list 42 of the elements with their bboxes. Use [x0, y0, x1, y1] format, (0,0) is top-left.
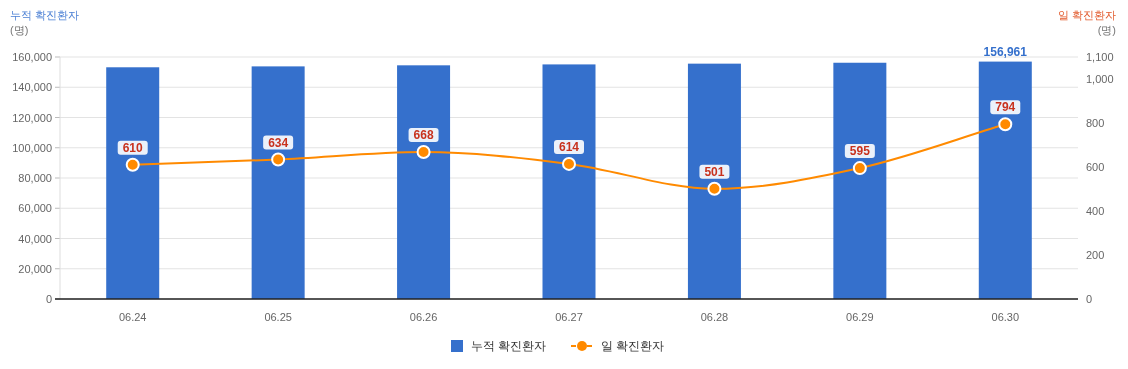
y-tick-label: 20,000 — [18, 262, 52, 275]
data-label: 634 — [268, 135, 289, 150]
x-tick-label: 06.27 — [555, 311, 583, 323]
x-tick-label: 06.30 — [991, 311, 1020, 323]
y-tick-label: 40,000 — [18, 232, 52, 245]
y-tick-label: 60,000 — [18, 202, 52, 215]
x-tick-label: 06.29 — [846, 311, 874, 323]
point — [271, 152, 286, 167]
y2-tick-label: 0 — [1086, 293, 1093, 305]
point — [125, 157, 140, 172]
y-tick-label: 140,000 — [12, 81, 52, 94]
y2-tick-label: 600 — [1086, 161, 1105, 173]
data-label: 595 — [849, 144, 871, 159]
x-tick-label: 06.25 — [264, 311, 292, 323]
legend-label: 누적 확진환자 — [471, 339, 547, 353]
x-tick-label: 06.28 — [700, 311, 729, 323]
data-label: 610 — [122, 140, 144, 155]
point — [562, 156, 576, 171]
point — [707, 181, 722, 196]
data-label: 156,961 — [983, 44, 1028, 59]
y-tick-label: 0 — [45, 293, 52, 305]
point — [416, 145, 431, 160]
y2-tick-label: 400 — [1086, 205, 1105, 217]
y2-tick-label: 1,100 — [1086, 51, 1114, 63]
point — [998, 117, 1013, 132]
data-label: 501 — [704, 164, 725, 179]
y-tick-label: 160,000 — [12, 51, 52, 63]
point — [852, 161, 867, 176]
data-label: 794 — [995, 100, 1016, 115]
x-tick-label: 06.24 — [118, 311, 147, 323]
y-axis-title: 누적 확진환자 (명) — [10, 9, 80, 36]
y-tick-label: 120,000 — [12, 111, 52, 124]
y2-axis-title: 일 확진환자 (명) — [1057, 9, 1116, 36]
x-tick-label: 06.26 — [409, 311, 438, 323]
legend-label: 일 확진환자 — [601, 339, 665, 353]
y-tick-label: 80,000 — [18, 172, 52, 184]
y-tick-label: 100,000 — [12, 141, 52, 154]
data-label: 614 — [558, 139, 580, 154]
y2-tick-label: 1,000 — [1086, 73, 1114, 85]
y2-tick-label: 800 — [1086, 117, 1105, 129]
y2-tick-label: 200 — [1086, 249, 1105, 261]
data-label: 668 — [413, 128, 434, 143]
